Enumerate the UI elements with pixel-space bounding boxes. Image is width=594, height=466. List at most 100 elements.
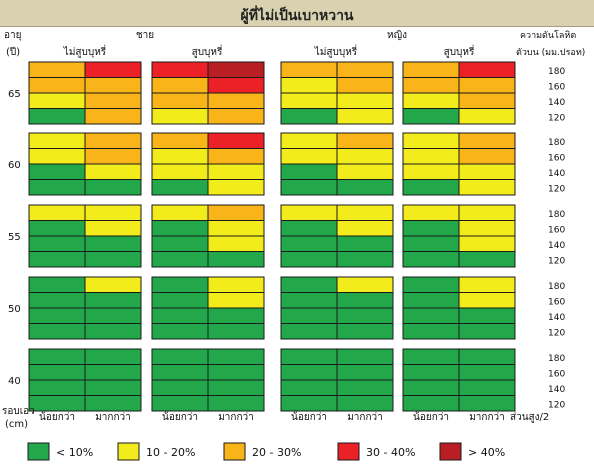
- legend-label: 20 - 30%: [252, 446, 301, 459]
- smoking-label-3: ไม่สูบบุหรี่: [314, 44, 358, 58]
- risk-cell: [207, 323, 265, 340]
- risk-cell: [207, 220, 265, 237]
- risk-cell: [402, 364, 460, 381]
- legend-swatch: [223, 442, 246, 461]
- bp-tick-label: 140: [548, 98, 565, 108]
- age-tick-label: 65: [8, 89, 21, 100]
- risk-cell: [402, 292, 460, 309]
- risk-cell: [280, 61, 338, 78]
- risk-cell: [336, 204, 394, 221]
- risk-cell: [84, 307, 142, 324]
- risk-cell: [207, 379, 265, 396]
- risk-cell: [207, 61, 265, 78]
- risk-cell: [336, 179, 394, 196]
- risk-cell: [207, 251, 265, 268]
- risk-cell: [336, 348, 394, 365]
- risk-cell: [280, 251, 338, 268]
- legend-label: 10 - 20%: [146, 446, 195, 459]
- risk-cell: [458, 179, 516, 196]
- risk-cell: [280, 364, 338, 381]
- risk-cell: [207, 204, 265, 221]
- waist-tick-label: น้อยกว่า: [39, 411, 75, 423]
- risk-cell: [336, 235, 394, 252]
- legend-label: < 10%: [56, 446, 93, 459]
- risk-grid: [28, 61, 516, 412]
- risk-cell: [402, 61, 460, 78]
- risk-cell: [84, 179, 142, 196]
- risk-cell: [28, 163, 86, 180]
- age-unit: (ปี): [6, 46, 20, 58]
- legend: < 10% 10 - 20% 20 - 30% 30 - 40% > 40%: [27, 442, 505, 461]
- bp-tick-label: 180: [548, 282, 565, 292]
- bp-tick-label: 160: [548, 225, 565, 235]
- risk-cell: [458, 92, 516, 109]
- bp-tick-label: 120: [548, 400, 565, 410]
- smoking-label-4: สูบบุหรี่: [444, 44, 475, 58]
- risk-cell: [402, 395, 460, 412]
- risk-cell: [28, 132, 86, 149]
- risk-cell: [207, 108, 265, 125]
- risk-cell: [151, 148, 209, 165]
- risk-cell: [84, 163, 142, 180]
- risk-cell: [336, 251, 394, 268]
- risk-cell: [151, 204, 209, 221]
- risk-cell: [336, 61, 394, 78]
- risk-cell: [84, 364, 142, 381]
- risk-cell: [207, 364, 265, 381]
- risk-cell: [84, 132, 142, 149]
- page-title: ผู้ที่ไม่เป็นเบาหวาน: [240, 8, 354, 24]
- bp-tick-label: 140: [548, 385, 565, 395]
- risk-cell: [84, 323, 142, 340]
- risk-cell: [402, 379, 460, 396]
- sex-label-male: ชาย: [136, 30, 154, 41]
- risk-cell: [458, 220, 516, 237]
- title-bar: [0, 0, 594, 27]
- risk-cell: [458, 307, 516, 324]
- risk-cell: [280, 92, 338, 109]
- bp-tick-label: 120: [548, 184, 565, 194]
- risk-cell: [84, 348, 142, 365]
- risk-cell: [151, 179, 209, 196]
- age-tick-label: 40: [8, 376, 21, 387]
- bp-tick-label: 180: [548, 138, 565, 148]
- risk-cell: [28, 395, 86, 412]
- risk-cell: [458, 323, 516, 340]
- risk-cell: [336, 379, 394, 396]
- risk-cell: [84, 276, 142, 293]
- risk-cell: [402, 235, 460, 252]
- risk-cell: [402, 348, 460, 365]
- waist-tick-label: มากกว่า: [218, 412, 254, 423]
- legend-swatch: [337, 442, 360, 461]
- legend-swatch: [439, 442, 462, 461]
- risk-cell: [28, 220, 86, 237]
- risk-cell: [402, 220, 460, 237]
- risk-cell: [280, 148, 338, 165]
- legend-swatch: [27, 442, 50, 461]
- risk-cell: [151, 348, 209, 365]
- risk-cell: [336, 395, 394, 412]
- risk-cell: [280, 132, 338, 149]
- risk-cell: [151, 307, 209, 324]
- waist-tick-label: มากกว่า: [347, 412, 383, 423]
- age-tick-label: 50: [8, 304, 21, 315]
- risk-cell: [28, 307, 86, 324]
- risk-cell: [28, 148, 86, 165]
- risk-cell: [84, 220, 142, 237]
- risk-cell: [402, 323, 460, 340]
- risk-cell: [84, 77, 142, 94]
- risk-cell: [151, 379, 209, 396]
- risk-cell: [28, 292, 86, 309]
- risk-cell: [207, 395, 265, 412]
- bp-tick-label: 180: [548, 210, 565, 220]
- risk-cell: [207, 77, 265, 94]
- waist-tick-label: น้อยกว่า: [413, 411, 449, 423]
- risk-cell: [151, 163, 209, 180]
- bp-tick-label: 160: [548, 297, 565, 307]
- risk-cell: [336, 220, 394, 237]
- risk-cell: [336, 163, 394, 180]
- risk-cell: [458, 379, 516, 396]
- risk-cell: [458, 276, 516, 293]
- smoking-label-2: สูบบุหรี่: [192, 44, 223, 58]
- risk-cell: [280, 323, 338, 340]
- risk-cell: [151, 276, 209, 293]
